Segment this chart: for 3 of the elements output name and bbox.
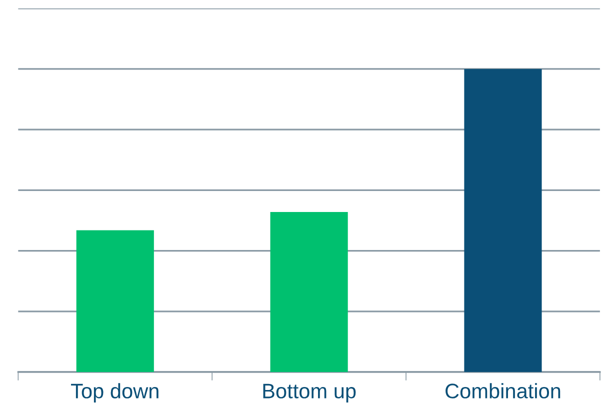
- x-tick-label: Top down: [71, 383, 158, 403]
- x-tick-label: Bottom up: [263, 384, 356, 403]
- x-tick-label: Combination: [446, 383, 560, 398]
